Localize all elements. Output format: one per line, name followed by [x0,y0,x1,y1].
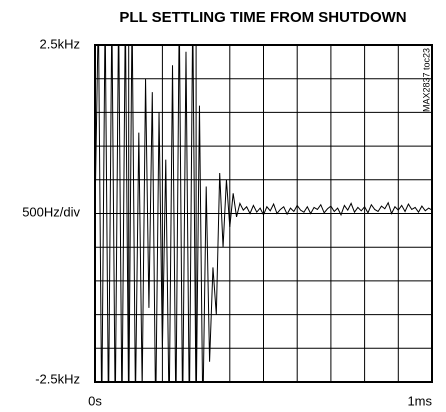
y-tick-label: 2.5kHz [40,36,80,51]
note: MAX2837 toc23 [421,48,431,112]
x-tick-label: 0s [88,393,102,408]
trace [95,45,432,382]
y-tick-label: -2.5kHz [35,371,80,386]
x-tick-label: 1ms [407,393,432,408]
chart-title: PLL SETTLING TIME FROM SHUTDOWN [119,9,406,26]
y-axis-label: 500Hz/div [22,204,80,219]
